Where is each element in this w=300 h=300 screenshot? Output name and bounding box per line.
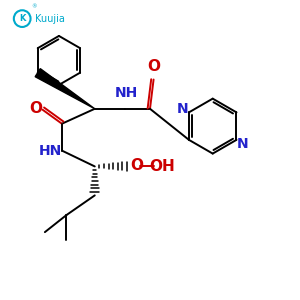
Text: N: N [177, 102, 188, 116]
Text: N: N [237, 136, 249, 151]
Text: O: O [147, 58, 160, 74]
Text: ®: ® [32, 5, 37, 10]
Text: Kuujia: Kuujia [35, 14, 64, 24]
Text: K: K [19, 14, 26, 23]
Text: OH: OH [149, 159, 175, 174]
Polygon shape [35, 69, 95, 109]
Text: HN: HN [38, 144, 61, 158]
Text: O: O [130, 158, 143, 173]
Text: NH: NH [115, 86, 138, 100]
Text: O: O [29, 101, 42, 116]
